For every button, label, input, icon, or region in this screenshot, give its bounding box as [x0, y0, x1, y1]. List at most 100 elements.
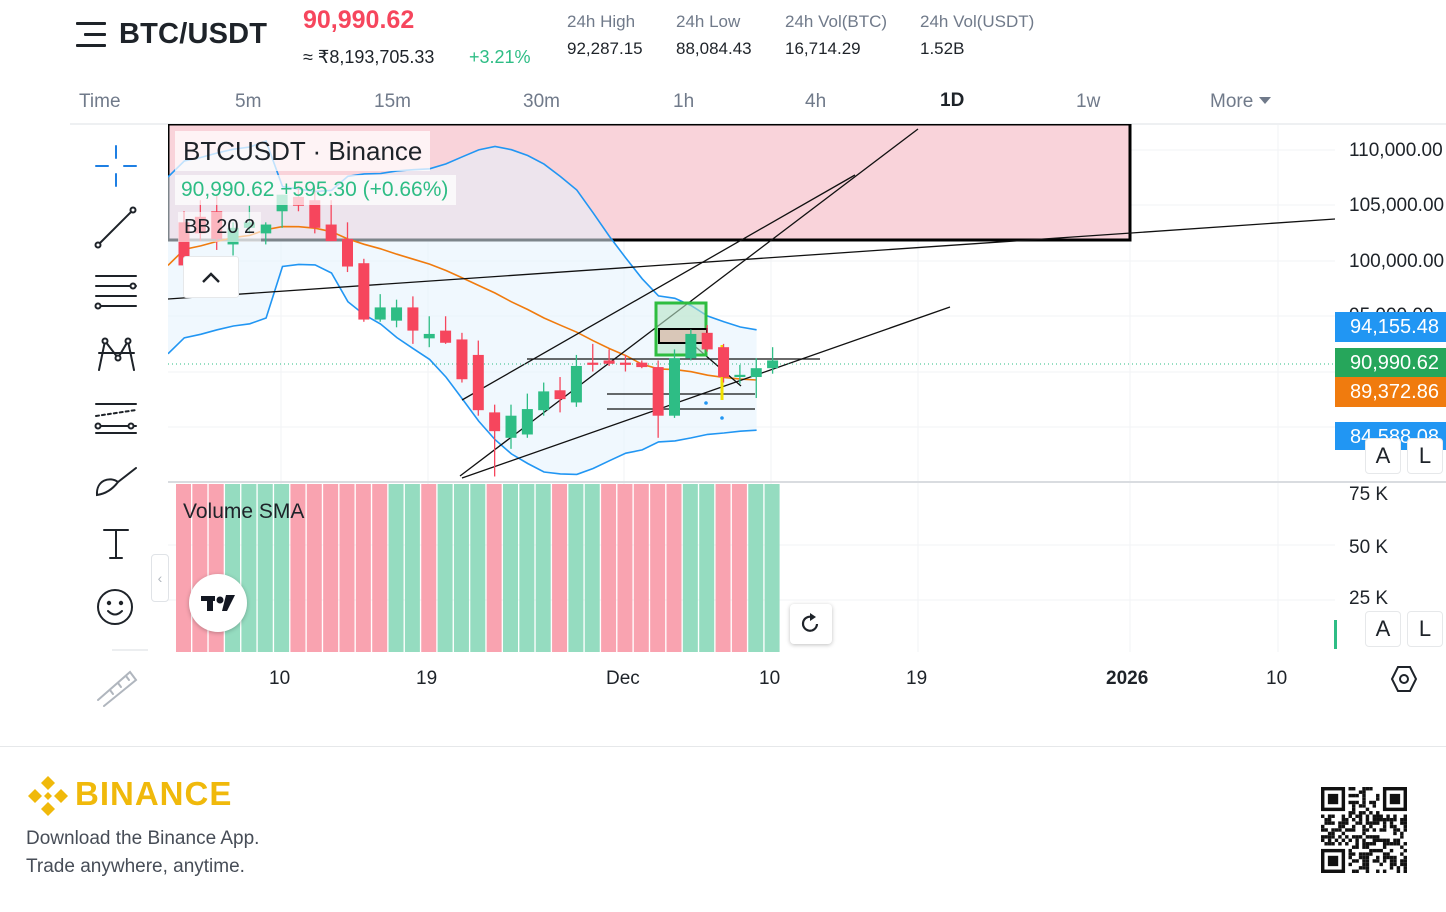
chevron-up-icon	[202, 272, 220, 283]
tab-5m[interactable]: 5m	[235, 91, 262, 112]
candle-body	[587, 362, 599, 365]
stat-label-vol-usdt: 24h Vol(USDT)	[920, 12, 1035, 31]
volume-bar	[372, 484, 388, 652]
stat-value-high: 92,287.15	[567, 39, 643, 58]
tab-more[interactable]: More	[1210, 91, 1272, 113]
volume-bar	[503, 484, 518, 652]
footer-tagline-2: Trade anywhere, anytime.	[26, 856, 245, 877]
time-axis-label: 19	[906, 668, 928, 689]
auto-scale-button[interactable]: A	[1365, 438, 1401, 474]
candle-body	[636, 362, 648, 368]
candle-body	[407, 307, 419, 331]
time-axis-label: 10	[1266, 668, 1288, 689]
text-tool-icon[interactable]	[103, 529, 129, 559]
log-scale-button[interactable]: L	[1407, 438, 1443, 474]
approx-fiat-price: ≈ ₹8,193,705.33	[303, 47, 435, 67]
legend-bb[interactable]: BB 20 2	[178, 212, 262, 242]
volume-bar	[355, 484, 371, 652]
volume-bar	[421, 484, 437, 652]
last-price-tag: 90,990.62	[1335, 348, 1446, 378]
tab-1d[interactable]: 1D	[940, 90, 965, 111]
tab-15m[interactable]: 15m	[374, 91, 411, 112]
volume-bar	[535, 484, 551, 652]
volume-bar	[323, 484, 339, 652]
tab-4h[interactable]: 4h	[805, 91, 827, 112]
volume-bar	[764, 484, 780, 652]
price-axis-label: 100,000.00	[1349, 251, 1445, 272]
legend-title: BTCUSDT · Binance	[175, 131, 431, 171]
forecast-tool-icon[interactable]	[94, 403, 137, 434]
candle-body	[472, 354, 484, 411]
candle-body	[767, 360, 779, 369]
tab-30m[interactable]: 30m	[523, 91, 560, 112]
binance-wordmark: BINANCE	[75, 775, 233, 812]
tab-more-label: More	[1210, 91, 1254, 112]
trendline-tool-icon[interactable]	[94, 206, 137, 249]
candle-body	[718, 347, 730, 378]
small-box-drawing	[658, 328, 708, 344]
volume-axis-label: 50 K	[1349, 537, 1389, 558]
binance-logo-icon	[28, 776, 68, 816]
candle-body	[456, 339, 468, 380]
volume-bar	[650, 484, 666, 652]
brush-tool-icon[interactable]	[95, 467, 137, 497]
candle-body	[619, 362, 631, 365]
footer-divider	[0, 746, 1446, 747]
channel-line-2	[461, 174, 856, 401]
candle-body	[734, 374, 746, 378]
chart-settings-icon[interactable]	[1390, 665, 1418, 693]
stat-value-vol-usdt: 1.52B	[920, 39, 965, 58]
candle-body	[342, 238, 353, 267]
volume-bar	[453, 484, 469, 652]
volume-bar	[519, 484, 535, 652]
candle-body	[538, 391, 550, 411]
caret-down-icon	[1259, 97, 1272, 104]
volume-bar	[601, 484, 617, 652]
volume-bar	[552, 484, 568, 652]
volume-bar	[176, 484, 191, 652]
tab-time[interactable]: Time	[79, 91, 121, 112]
candle-body	[178, 222, 190, 266]
reset-chart-button[interactable]	[790, 604, 832, 644]
emoji-tool-icon[interactable]	[97, 589, 133, 625]
stat-label-high: 24h High	[567, 12, 636, 31]
price-chart[interactable]	[0, 0, 1446, 746]
qr-code-icon	[1321, 787, 1407, 873]
time-axis-label: 19	[416, 668, 438, 689]
volume-bar	[470, 484, 486, 652]
volume-auto-scale-button[interactable]: A	[1365, 611, 1401, 647]
fib-tool-icon[interactable]	[94, 275, 137, 310]
volume-bar	[633, 484, 649, 652]
volume-bar	[568, 484, 584, 652]
volume-bar	[290, 484, 306, 652]
support-line	[461, 306, 951, 479]
pair-title[interactable]: BTC/USDT	[119, 18, 268, 50]
crosshair-icon[interactable]	[95, 145, 137, 187]
volume-bar	[306, 484, 322, 652]
refresh-icon	[801, 613, 819, 632]
volume-bar	[388, 484, 404, 652]
toolbar-toggle-handle[interactable]: ‹	[151, 554, 169, 602]
pattern-tool-icon[interactable]	[98, 337, 135, 371]
time-axis-label: Dec	[606, 668, 640, 689]
tab-1h[interactable]: 1h	[673, 91, 695, 112]
volume-log-scale-button[interactable]: L	[1407, 611, 1443, 647]
volume-bar	[257, 484, 273, 652]
volume-bar	[404, 484, 420, 652]
tradingview-logo-icon	[201, 595, 235, 611]
volume-bar	[486, 484, 502, 652]
tab-1w[interactable]: 1w	[1076, 91, 1101, 112]
menu-icon[interactable]	[76, 22, 106, 48]
volume-bar	[682, 484, 698, 652]
candle-body	[570, 365, 582, 403]
candle-body	[489, 412, 501, 432]
tradingview-logo[interactable]	[189, 574, 247, 632]
ruler-tool-icon[interactable]	[97, 670, 138, 707]
volume-bar	[699, 484, 715, 652]
legend-collapse-button[interactable]	[183, 256, 239, 298]
volume-bar	[731, 484, 747, 652]
footer-tagline-1: Download the Binance App.	[26, 828, 260, 849]
stat-label-low: 24h Low	[676, 12, 741, 31]
bb-basis-price-tag: 89,372.86	[1335, 377, 1446, 407]
bb-lower-line	[168, 263, 757, 476]
